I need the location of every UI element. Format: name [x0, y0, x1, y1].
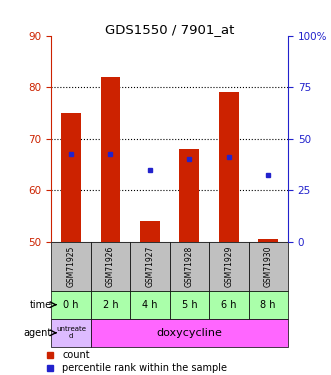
Bar — [91, 291, 130, 319]
Title: GDS1550 / 7901_at: GDS1550 / 7901_at — [105, 22, 234, 36]
Text: GSM71928: GSM71928 — [185, 246, 194, 287]
Bar — [130, 242, 169, 291]
Bar — [51, 291, 91, 319]
Text: GSM71925: GSM71925 — [67, 246, 75, 287]
Text: 0 h: 0 h — [63, 300, 79, 310]
Bar — [61, 113, 81, 242]
Bar — [169, 291, 209, 319]
Text: 2 h: 2 h — [103, 300, 118, 310]
Bar — [169, 242, 209, 291]
Text: 4 h: 4 h — [142, 300, 158, 310]
Bar — [219, 92, 239, 242]
Bar — [130, 291, 169, 319]
Bar — [91, 242, 130, 291]
Bar — [179, 149, 199, 242]
Bar — [249, 242, 288, 291]
Text: GSM71930: GSM71930 — [264, 246, 273, 287]
Text: GSM71927: GSM71927 — [145, 246, 155, 287]
Text: 5 h: 5 h — [181, 300, 197, 310]
Text: untreate
d: untreate d — [56, 326, 86, 339]
Bar — [91, 319, 288, 347]
Bar — [259, 239, 278, 242]
Text: percentile rank within the sample: percentile rank within the sample — [62, 363, 227, 373]
Bar — [101, 77, 120, 242]
Text: time: time — [30, 300, 52, 310]
Bar — [249, 291, 288, 319]
Text: 8 h: 8 h — [260, 300, 276, 310]
Text: GSM71929: GSM71929 — [224, 246, 233, 287]
Text: doxycycline: doxycycline — [157, 328, 222, 338]
Text: agent: agent — [24, 328, 52, 338]
Bar — [209, 291, 249, 319]
Bar — [51, 242, 91, 291]
Bar — [209, 242, 249, 291]
Bar — [140, 221, 160, 242]
Text: GSM71926: GSM71926 — [106, 246, 115, 287]
Text: count: count — [62, 350, 90, 360]
Bar — [51, 319, 91, 347]
Text: 6 h: 6 h — [221, 300, 237, 310]
